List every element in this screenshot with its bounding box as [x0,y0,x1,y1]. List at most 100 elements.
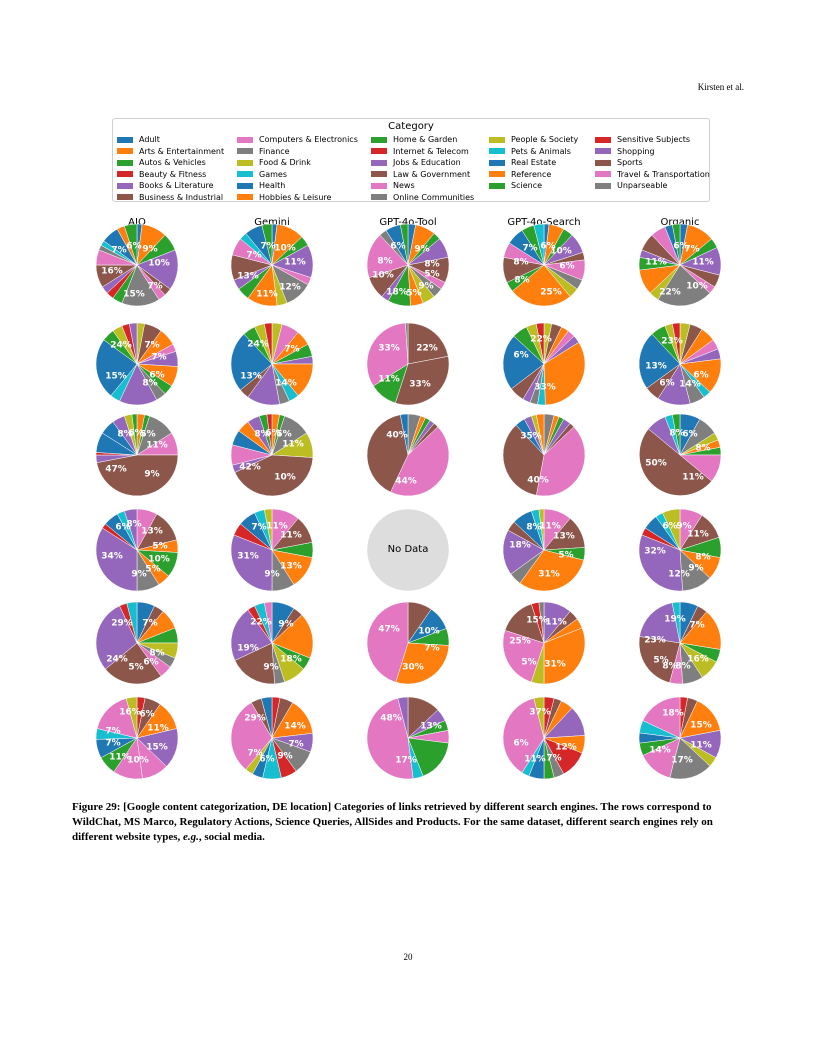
pie-slice [125,696,138,739]
legend-swatch [489,159,505,166]
pie-percent-label: 8% [514,276,529,286]
pie-percent-label: 9% [688,564,703,574]
pie-slice [260,696,273,739]
legend-label: People & Society [511,135,579,144]
pie-percent-label: 11% [280,531,302,541]
pie [95,508,179,592]
pie-percent-label: 7% [142,619,157,629]
legend-label: Autos & Vehicles [139,158,206,167]
pie-percent-label: 8% [424,260,439,270]
pie-percent-label: 5% [558,551,573,561]
pie [366,413,450,497]
legend-label: Finance [259,146,290,156]
pie-percent-label: 5% [406,289,421,299]
pie-slice [264,601,273,644]
pie [638,508,722,592]
pie-percent-label: 6% [513,351,528,361]
pie-percent-label: 8% [149,649,164,659]
pie-slice [366,322,409,387]
pie-percent-label: 13% [553,532,575,542]
legend-item: Unparseable [595,181,667,191]
legend-swatch [117,194,133,200]
pie-percent-label: 10% [148,555,170,565]
pie-percent-label: 11% [682,473,704,483]
pie-slice [124,223,138,266]
pie-percent-label: 7% [151,353,166,363]
legend-item: Computers & Electronics [237,135,358,145]
pie [502,322,586,406]
pie-slice [538,508,545,551]
pie-percent-label: 11% [266,522,288,532]
pie-slice [638,333,681,389]
pie-percent-label: 23% [644,636,666,646]
legend-label: Arts & Entertainment [139,146,225,156]
pie-percent-label: 9% [418,282,433,292]
pie-percent-label: 19% [664,615,686,625]
legend-label: Books & Literature [139,181,214,190]
pie-slice [261,223,273,266]
legend-label: News [393,181,415,190]
pie-slice [124,508,138,551]
legend-swatch [595,136,611,143]
legend-swatch [237,194,253,200]
pie-chart-grid: AIO Gemini GPT-4o-Tool GPT-4o-Search Organic… [95,217,722,780]
pie [502,413,586,497]
pie-percent-label: 31% [538,570,560,580]
pie-slice [533,223,545,266]
pie-percent-label: 5% [276,430,291,440]
pie-percent-label: 6% [259,755,274,765]
pie-percent-label: 35% [520,432,542,442]
legend-swatch [595,159,611,166]
pie-slice [131,413,138,456]
caption-tail: , social media. [198,831,265,843]
legend-item: Business & Industrial [117,193,223,203]
pie-percent-label: 8% [695,444,710,454]
pie-percent-label: 22% [659,288,681,298]
legend-item: Travel & Transportation [595,170,710,180]
column-title: Gemini [254,217,290,228]
legend-label: Online Communities [393,192,475,202]
legend-swatch [595,171,611,177]
pie-percent-label: 15% [146,743,168,753]
page-number: 20 [403,952,413,962]
pie [95,696,179,780]
pie-percent-label: 9% [144,470,159,480]
pie-slice [266,413,273,456]
no-data-label: No Data [388,544,429,555]
legend-swatch [237,159,253,166]
legend-item: Food & Drink [237,158,311,168]
pie-percent-label: 6% [559,262,574,272]
pie-percent-label: 5% [152,542,167,552]
pie-slice [96,698,138,739]
pie [230,508,314,592]
pie-percent-label: 17% [395,756,417,766]
pie-slice [639,428,712,496]
pie-percent-label: 5% [521,658,536,668]
legend-label: Computers & Electronics [259,135,358,144]
pie-percent-label: 22% [530,335,552,345]
pie-percent-label: 18% [280,655,302,665]
pie-percent-label: 8% [675,662,690,672]
pie-percent-label: 29% [111,619,133,629]
pie-percent-label: 7% [246,251,261,261]
pie-percent-label: 44% [395,477,417,487]
pie-percent-label: 14% [275,379,297,389]
pie-percent-label: 8% [254,430,269,440]
pie-slice [264,322,273,365]
pie-slice [502,697,545,773]
pie [502,601,586,685]
pie-percent-label: 9% [142,245,157,255]
pie-slice [407,737,449,777]
pie-percent-label: 6% [143,658,158,668]
legend: Category Adult Arts & Entertainment Autos … [112,118,710,202]
pie [366,508,450,592]
pie-percent-label: 33% [534,383,556,393]
pie-percent-label: 11% [645,258,667,268]
pie-percent-label: 5% [145,565,160,575]
pie-percent-label: 8% [662,662,677,672]
legend-label: Home & Garden [393,135,458,144]
pie-percent-label: 10% [127,756,149,766]
pie-percent-label: 7% [684,245,699,255]
pie-percent-label: 11% [378,375,400,385]
pie-percent-label: 14% [284,722,306,732]
